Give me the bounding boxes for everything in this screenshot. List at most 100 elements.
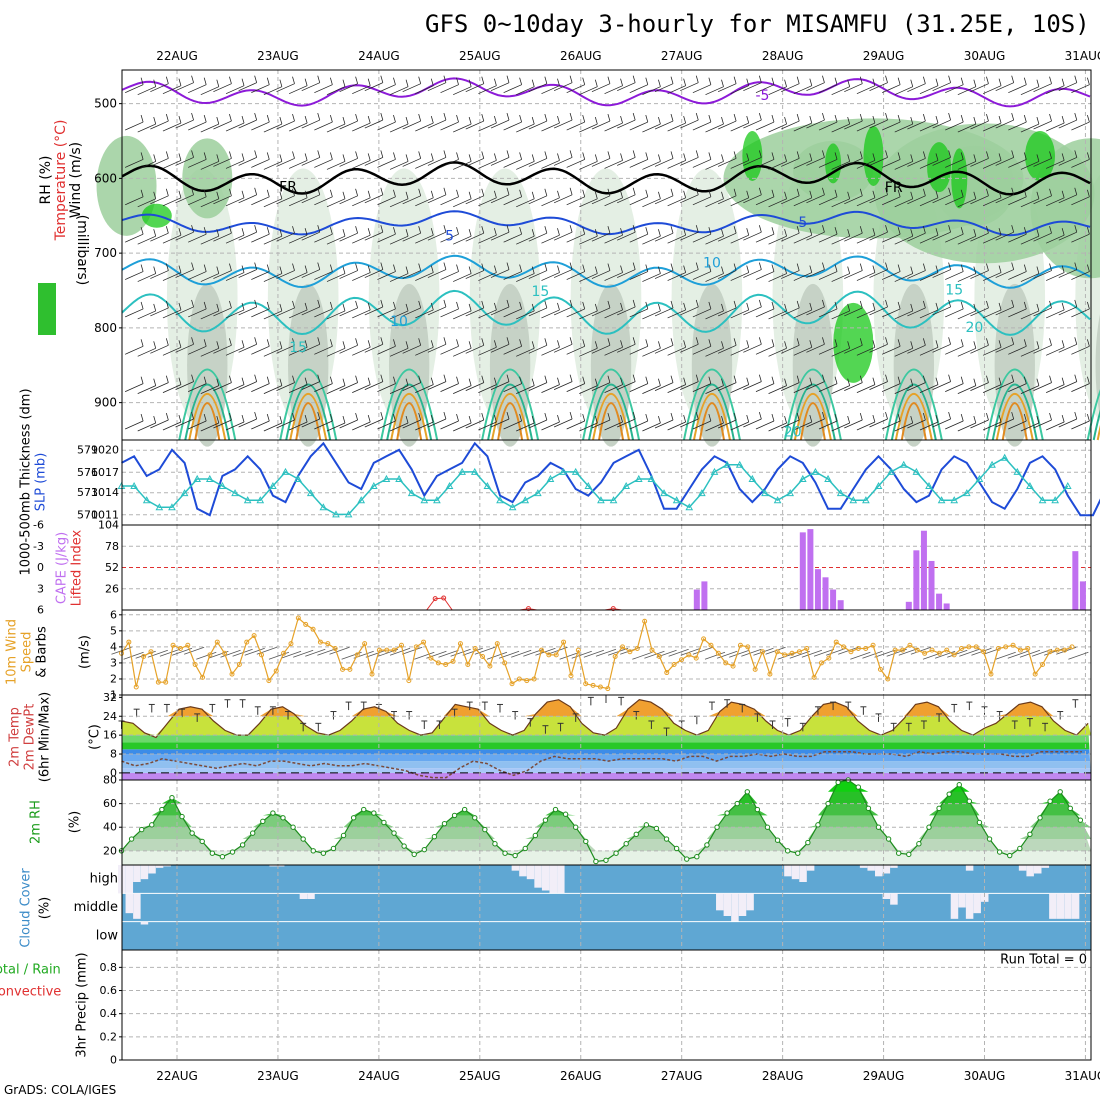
wind-barb: [352, 197, 371, 207]
wind-barb: [241, 228, 245, 236]
wind-barb: [834, 152, 838, 160]
wind-barb: [427, 82, 447, 92]
wind-barb: [818, 159, 838, 168]
wind-barb: [519, 77, 523, 85]
temp-mask: [121, 695, 1091, 780]
wind-barb: [342, 154, 346, 162]
cloud-bar: [1041, 865, 1050, 868]
wind-barb: [159, 648, 181, 657]
rh-point: [956, 782, 962, 788]
wind-speed-point: [200, 674, 206, 680]
wind-barb: [755, 345, 775, 355]
wind-barb: [1049, 338, 1052, 346]
wind-barb: [150, 83, 169, 93]
wind-barb: [986, 76, 989, 84]
wind-barb: [569, 262, 573, 270]
wind-speed-point: [148, 649, 154, 655]
isotherm-arch: [985, 368, 1044, 441]
thickness-point: [597, 496, 605, 504]
wind-barb: [806, 343, 825, 353]
wind-barb: [1008, 159, 1027, 168]
wind-barb: [768, 385, 787, 395]
wind-barb: [1074, 150, 1078, 158]
thickness-point: [332, 510, 340, 518]
wind-barb: [705, 273, 724, 282]
wind-barb: [553, 269, 573, 278]
lifted-tick-label: -6: [33, 519, 44, 532]
wind-barb: [620, 153, 623, 161]
wind-barb: [380, 75, 384, 83]
wind-barb: [528, 232, 548, 242]
wind-barb: [196, 651, 217, 660]
rh-point: [199, 838, 205, 845]
wind-barb: [241, 302, 245, 311]
wind-barb: [970, 158, 989, 167]
cloud-bar: [1071, 893, 1080, 919]
wind-barb: [238, 194, 257, 204]
wind-barb: [784, 154, 787, 162]
wind-barb: [948, 299, 951, 308]
wind-barb: [317, 411, 321, 420]
wind-barb: [241, 340, 245, 348]
wind-barb: [834, 189, 838, 197]
wind-barb: [834, 413, 838, 422]
wind-barb: [796, 338, 800, 346]
cape-tick-label: 52: [105, 561, 119, 574]
wind-barb: [566, 345, 585, 355]
wind-barb: [251, 121, 270, 131]
wind-speed-point: [273, 668, 279, 674]
wind-barb: [771, 376, 775, 384]
wind-barb: [438, 649, 459, 658]
wind-barb: [894, 273, 913, 282]
wind-barb: [932, 119, 951, 129]
wind-barb: [342, 341, 346, 349]
wind-barb: [957, 123, 976, 133]
wind-barb: [380, 374, 384, 382]
wind-barb: [1061, 153, 1065, 161]
wind-barb: [465, 419, 484, 429]
wind-barb: [547, 646, 568, 655]
wind-barb: [1087, 77, 1090, 85]
wind-speed-point: [332, 645, 338, 651]
wind-barb: [604, 85, 623, 95]
wind-barb: [771, 413, 775, 422]
wind-barb: [304, 265, 308, 273]
wind-barb: [617, 418, 636, 428]
wind-barb: [910, 79, 914, 87]
cape-bar: [837, 600, 844, 610]
wind-barb: [288, 309, 308, 319]
rh-point: [280, 815, 286, 821]
wind-barb: [393, 114, 396, 123]
wind-barb: [355, 338, 358, 346]
wind-barb: [1020, 273, 1040, 282]
wind-speed-point: [671, 662, 677, 668]
wind-barb: [594, 79, 598, 87]
wind-barb: [251, 84, 270, 94]
wind-barb: [1023, 339, 1027, 347]
wind-barb: [1033, 382, 1052, 392]
wind-barb: [970, 83, 989, 93]
wind-barb: [834, 77, 838, 85]
wind-barb: [452, 273, 472, 282]
wind-barb: [175, 343, 194, 353]
wind-speed-point: [981, 649, 987, 655]
wind-barb: [162, 160, 182, 169]
wind-barb: [200, 235, 219, 245]
wind-barb: [238, 231, 257, 241]
wind-speed-point: [752, 666, 758, 672]
wind-barb: [881, 159, 901, 168]
wind-barb: [945, 271, 964, 280]
wind-barb: [137, 86, 156, 96]
wind-barb: [229, 375, 232, 383]
wind-barb: [503, 420, 522, 430]
wind-barb: [818, 345, 838, 355]
rh-point: [371, 810, 377, 816]
wind-barb: [238, 343, 257, 353]
wind-barb: [885, 299, 888, 308]
wind-barb: [478, 122, 497, 132]
wind-barb: [213, 83, 232, 93]
wind-speed-point: [428, 655, 434, 661]
wind-speed-point: [730, 663, 736, 669]
wind-barb: [528, 270, 548, 279]
wind-tick-label: 6: [110, 608, 117, 621]
